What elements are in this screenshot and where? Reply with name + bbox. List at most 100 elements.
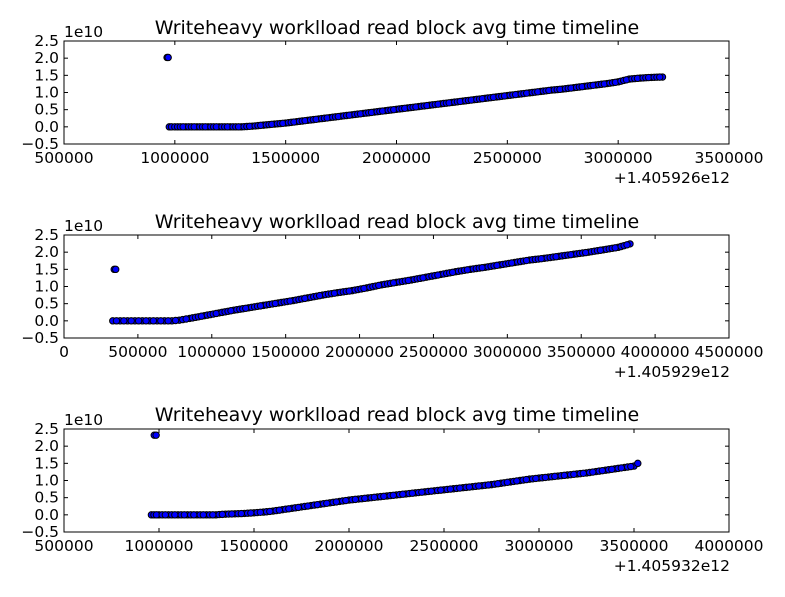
data-point [360, 284, 368, 293]
y-ticks: 2.52.01.51.00.50.0−0.5 [21, 32, 729, 153]
data-point [541, 473, 550, 482]
data-point [127, 317, 135, 325]
data-point [149, 317, 158, 325]
data-point [446, 485, 455, 493]
y-tick-label: 1.5 [34, 66, 59, 84]
subplot-2: Writeheavy worklload read block avg time… [21, 211, 763, 381]
y-tick-label: 2.0 [34, 243, 59, 261]
data-point [227, 307, 235, 315]
data-point [399, 490, 407, 498]
data-point [180, 511, 189, 519]
x-tick-label: 1500000 [219, 537, 288, 555]
data-point [513, 477, 521, 485]
subplot-1: Writeheavy worklload read block avg time… [21, 17, 763, 187]
x-tick-label: 3500000 [547, 343, 616, 361]
data-point [389, 279, 398, 287]
data-point [596, 246, 605, 254]
data-point [266, 507, 274, 516]
data-point [579, 469, 588, 477]
data-point [142, 317, 150, 325]
data-point [330, 289, 339, 297]
data-point [285, 505, 293, 513]
x-tick-label: 500000 [108, 343, 167, 361]
data-point [598, 466, 607, 475]
y-ticks: 2.52.01.51.00.50.0−0.5 [21, 420, 729, 541]
data-point [271, 299, 280, 308]
y-tick-label: 2.5 [34, 420, 59, 438]
y-tick-label: 0.5 [34, 101, 59, 119]
data-point [478, 263, 486, 272]
x-tick-label: 3500000 [599, 537, 668, 555]
data-point [634, 459, 642, 468]
data-point [301, 294, 309, 303]
data-point [522, 475, 531, 484]
y-tick-label: −0.5 [21, 329, 59, 347]
data-point [182, 315, 190, 323]
data-point [247, 509, 255, 517]
x-tick-label: 1000000 [124, 537, 193, 555]
data-point [522, 256, 531, 265]
data-point [134, 317, 143, 325]
data-point [589, 468, 597, 476]
y-tick-label: 2.5 [34, 226, 59, 244]
x-ticks: 500000 1000000 1500000 2000000 2500000 300000… [34, 429, 764, 555]
y-tick-label: 1.5 [34, 260, 59, 278]
x-ticks: 500000 1000000 1500000 2000000 2500000 300000… [34, 41, 764, 167]
data-point [427, 487, 436, 495]
data-point [552, 252, 560, 261]
data-point [242, 304, 250, 312]
x-offset-label: +1.405932e12 [614, 557, 730, 575]
y-tick-label: 1.5 [34, 454, 59, 472]
y-tick-label: 0.0 [34, 312, 59, 330]
x-offset-label: +1.405929e12 [614, 363, 730, 381]
data-point [315, 291, 324, 300]
y-tick-label: 1.0 [34, 472, 59, 490]
data-point [404, 276, 413, 285]
x-tick-label: 2000000 [362, 149, 431, 167]
y-scale-label: 1e10 [64, 217, 103, 235]
x-tick-label: 1000000 [177, 343, 246, 361]
x-tick-label: 2500000 [399, 343, 468, 361]
data-point [209, 511, 217, 519]
data-point [370, 493, 379, 502]
data-point [361, 494, 369, 503]
data-point [152, 431, 160, 439]
data-point [493, 261, 501, 270]
y-tick-label: 1.0 [34, 278, 59, 296]
x-tick-label: 4000000 [694, 537, 763, 555]
x-tick-label: 4000000 [621, 343, 690, 361]
data-point [408, 489, 417, 497]
x-ticks: 0 500000 1000000 1500000 2000000 2500000 30000… [59, 235, 764, 361]
y-tick-label: 0.0 [34, 118, 59, 136]
y-tick-label: 0.0 [34, 506, 59, 524]
x-tick-label: 2500000 [409, 537, 478, 555]
data-point [275, 506, 284, 514]
data-point [256, 508, 265, 517]
data-point [380, 492, 388, 500]
data-point [199, 511, 208, 519]
data-point [494, 480, 502, 488]
x-tick-label: 3000000 [504, 537, 573, 555]
y-tick-label: 2.0 [34, 49, 59, 67]
data-point [228, 510, 236, 518]
data-point [465, 483, 474, 491]
data-points [147, 431, 642, 519]
data-point [218, 510, 227, 519]
y-tick-label: −0.5 [21, 135, 59, 153]
data-point [120, 317, 128, 325]
y-tick-label: 0.5 [34, 295, 59, 313]
data-point [389, 491, 398, 499]
x-tick-label: 1500000 [251, 343, 320, 361]
data-point [197, 312, 206, 320]
data-point [567, 250, 575, 259]
axes-frame [63, 428, 730, 533]
data-point [164, 53, 172, 62]
data-point [581, 248, 590, 257]
data-points [109, 240, 634, 325]
data-point [419, 274, 427, 282]
x-tick-label: 1000000 [140, 149, 209, 167]
x-tick-label: 3500000 [694, 149, 763, 167]
data-point [463, 266, 472, 274]
